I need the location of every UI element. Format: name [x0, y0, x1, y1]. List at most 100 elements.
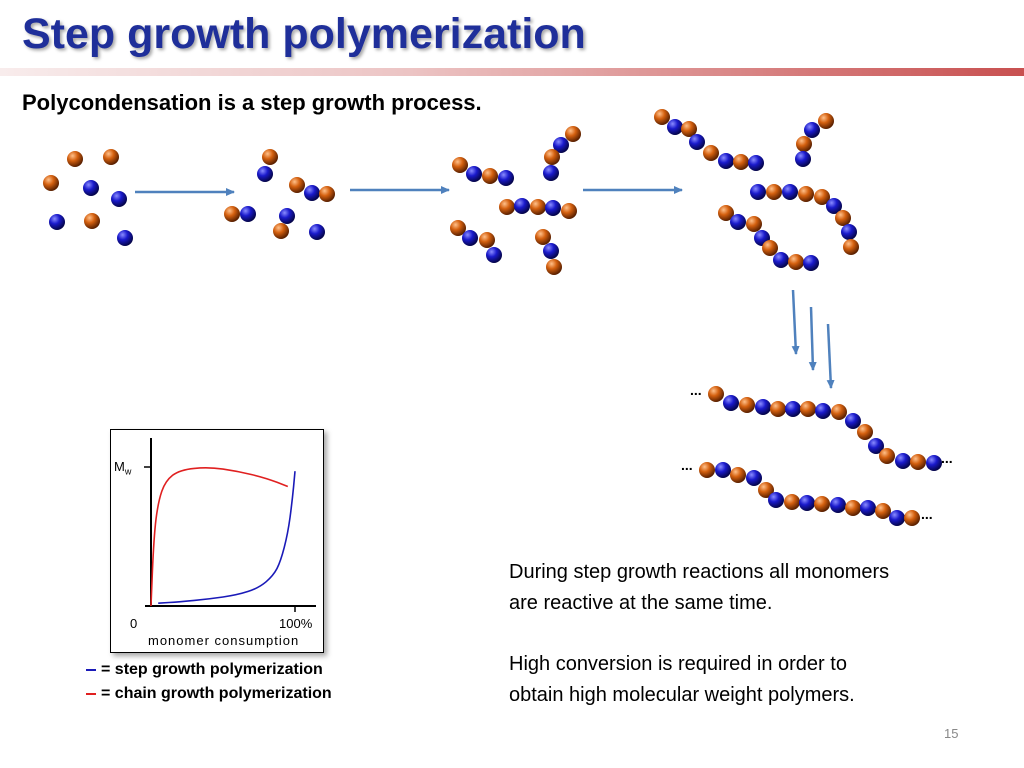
orange-monomer-bead [818, 113, 834, 129]
blue-monomer-bead [803, 255, 819, 271]
legend-step-label: = step growth polymerization [101, 661, 323, 678]
blue-monomer-bead [715, 462, 731, 478]
orange-monomer-bead [758, 482, 774, 498]
orange-monomer-bead [733, 154, 749, 170]
blue-monomer-bead [815, 403, 831, 419]
orange-monomer-bead [796, 136, 812, 152]
x-tick-label-start: 0 [130, 616, 138, 631]
legend-step-swatch [86, 668, 96, 671]
orange-monomer-bead [479, 232, 495, 248]
blue-monomer-bead [730, 214, 746, 230]
blue-monomer-bead [841, 224, 857, 240]
chain-ellipsis-2-start: ... [681, 457, 693, 473]
blue-monomer-bead [804, 122, 820, 138]
paragraph-reactivity-line-2: are reactive at the same time. [509, 592, 773, 614]
orange-monomer-bead [739, 397, 755, 413]
orange-monomer-bead [788, 254, 804, 270]
orange-monomer-bead [766, 184, 782, 200]
blue-monomer-bead [514, 198, 530, 214]
paragraph-conversion: High conversion is required in order to … [509, 649, 989, 711]
orange-monomer-bead [262, 149, 278, 165]
orange-monomer-bead [746, 216, 762, 232]
blue-monomer-bead [111, 191, 127, 207]
monomer-beads [43, 109, 942, 526]
blue-monomer-bead [830, 497, 846, 513]
blue-monomer-bead [83, 180, 99, 196]
y-axis-label-sub: w [124, 466, 132, 477]
orange-monomer-bead [843, 239, 859, 255]
orange-monomer-bead [798, 186, 814, 202]
orange-monomer-bead [224, 206, 240, 222]
orange-monomer-bead [319, 186, 335, 202]
orange-monomer-bead [718, 205, 734, 221]
orange-monomer-bead [546, 259, 562, 275]
orange-monomer-bead [561, 203, 577, 219]
orange-monomer-bead [535, 229, 551, 245]
x-tick-label-end: 100% [279, 616, 313, 631]
blue-monomer-bead [462, 230, 478, 246]
slide-number: 15 [944, 726, 959, 741]
blue-monomer-bead [498, 170, 514, 186]
orange-monomer-bead [450, 220, 466, 236]
orange-monomer-bead [831, 404, 847, 420]
blue-monomer-bead [304, 185, 320, 201]
blue-monomer-bead [279, 208, 295, 224]
orange-monomer-bead [84, 213, 100, 229]
orange-monomer-bead [452, 157, 468, 173]
blue-monomer-bead [545, 200, 561, 216]
paragraph-reactivity: During step growth reactions all monomer… [509, 557, 989, 619]
reaction-arrow-6 [826, 323, 835, 389]
blue-monomer-bead [466, 166, 482, 182]
blue-monomer-bead [755, 399, 771, 415]
blue-monomer-bead [543, 165, 559, 181]
reaction-arrows [135, 186, 835, 389]
ellipsis-labels: ... ... ... ... [681, 382, 953, 522]
blue-monomer-bead [486, 247, 502, 263]
molecular-weight-plot: Mw 0 100% monomer consumption [110, 429, 324, 653]
orange-monomer-bead [103, 149, 119, 165]
orange-monomer-bead [904, 510, 920, 526]
blue-monomer-bead [723, 395, 739, 411]
legend-chain-swatch [86, 692, 96, 695]
legend-step-growth: = step growth polymerization [86, 661, 323, 679]
y-axis-label: Mw [114, 459, 131, 477]
y-axis-label-main: M [114, 459, 125, 474]
orange-monomer-bead [910, 454, 926, 470]
blue-monomer-bead [257, 166, 273, 182]
slide-subtitle: Polycondensation is a step growth proces… [22, 90, 482, 115]
blue-monomer-bead [895, 453, 911, 469]
chain-growth-curve [150, 467, 289, 607]
blue-monomer-bead [553, 137, 569, 153]
orange-monomer-bead [67, 151, 83, 167]
paragraph-reactivity-line-1: During step growth reactions all monomer… [509, 561, 890, 583]
orange-monomer-bead [43, 175, 59, 191]
orange-monomer-bead [681, 121, 697, 137]
orange-monomer-bead [762, 240, 778, 256]
orange-monomer-bead [499, 199, 515, 215]
blue-monomer-bead [667, 119, 683, 135]
blue-monomer-bead [49, 214, 65, 230]
orange-monomer-bead [800, 401, 816, 417]
title-underline-rule [0, 68, 1024, 76]
orange-monomer-bead [835, 210, 851, 226]
orange-monomer-bead [482, 168, 498, 184]
blue-monomer-bead [795, 151, 811, 167]
legend-chain-label: = chain growth polymerization [101, 685, 332, 702]
orange-monomer-bead [530, 199, 546, 215]
orange-monomer-bead [845, 500, 861, 516]
reaction-arrow-5 [808, 306, 817, 371]
blue-monomer-bead [240, 206, 256, 222]
orange-monomer-bead [699, 462, 715, 478]
blue-monomer-bead [689, 134, 705, 150]
plot-canvas [144, 438, 316, 612]
orange-monomer-bead [273, 223, 289, 239]
orange-monomer-bead [879, 448, 895, 464]
blue-monomer-bead [926, 455, 942, 471]
blue-monomer-bead [718, 153, 734, 169]
blue-monomer-bead [799, 495, 815, 511]
step-growth-curve [158, 471, 296, 604]
orange-monomer-bead [814, 189, 830, 205]
blue-monomer-bead [748, 155, 764, 171]
orange-monomer-bead [784, 494, 800, 510]
